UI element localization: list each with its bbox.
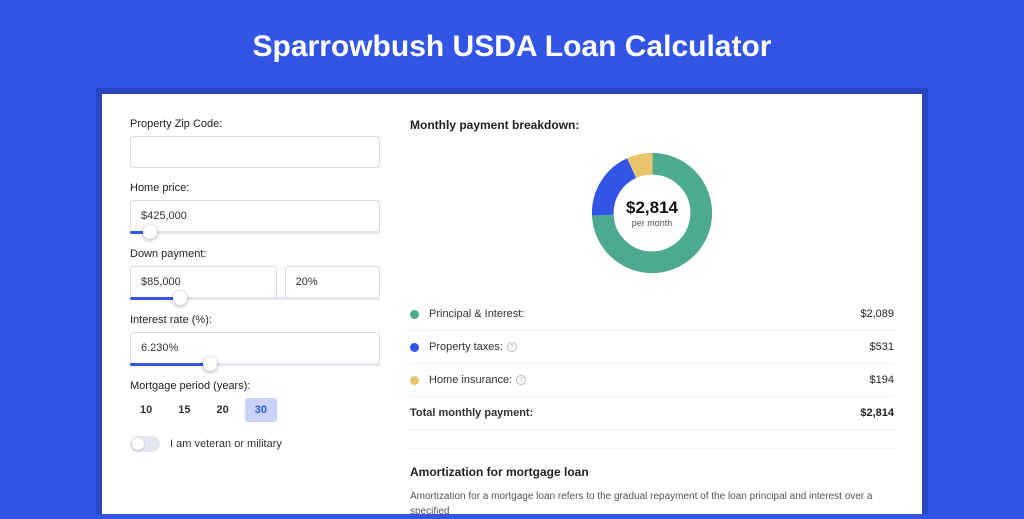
legend-label: Home insurance: ? xyxy=(429,374,870,386)
interest-rate-label: Interest rate (%): xyxy=(130,314,380,326)
veteran-row: I am veteran or military xyxy=(130,436,380,452)
legend-label: Property taxes: ? xyxy=(429,341,870,353)
calculator-card: Property Zip Code: Home price: Down paym… xyxy=(102,94,922,514)
period-btn-30[interactable]: 30 xyxy=(245,398,277,422)
down-payment-pct-input[interactable] xyxy=(285,266,380,298)
zip-input[interactable] xyxy=(130,136,380,168)
down-payment-slider[interactable] xyxy=(130,297,380,300)
donut-amount: $2,814 xyxy=(626,198,678,218)
down-payment-label: Down payment: xyxy=(130,248,380,260)
zip-field: Property Zip Code: xyxy=(130,118,380,168)
legend-value: $531 xyxy=(870,341,894,353)
donut-sub: per month xyxy=(626,218,678,228)
period-options: 10 15 20 30 xyxy=(130,398,380,422)
amortization-title: Amortization for mortgage loan xyxy=(410,465,894,479)
donut-center: $2,814 per month xyxy=(626,198,678,228)
period-btn-20[interactable]: 20 xyxy=(207,398,239,422)
period-btn-10[interactable]: 10 xyxy=(130,398,162,422)
legend-row-taxes: Property taxes: ? $531 xyxy=(410,331,894,364)
legend-row-total: Total monthly payment: $2,814 xyxy=(410,397,894,430)
form-column: Property Zip Code: Home price: Down paym… xyxy=(130,118,380,490)
down-payment-field: Down payment: xyxy=(130,248,380,300)
period-field: Mortgage period (years): 10 15 20 30 xyxy=(130,380,380,422)
slider-thumb[interactable] xyxy=(203,357,217,371)
card-shadow: Property Zip Code: Home price: Down paym… xyxy=(96,88,928,514)
veteran-label: I am veteran or military xyxy=(170,438,282,450)
interest-rate-input[interactable] xyxy=(130,332,380,364)
home-price-field: Home price: xyxy=(130,182,380,234)
breakdown-column: Monthly payment breakdown: $2,814 per mo… xyxy=(410,118,894,490)
donut-chart: $2,814 per month xyxy=(587,148,717,278)
info-icon[interactable]: ? xyxy=(516,375,526,385)
legend-dot xyxy=(410,310,419,319)
amortization-text: Amortization for a mortgage loan refers … xyxy=(410,489,894,519)
breakdown-title: Monthly payment breakdown: xyxy=(410,118,894,132)
period-label: Mortgage period (years): xyxy=(130,380,380,392)
legend-value: $2,089 xyxy=(860,308,894,320)
donut-chart-wrap: $2,814 per month xyxy=(410,148,894,278)
total-label: Total monthly payment: xyxy=(410,407,860,419)
interest-rate-field: Interest rate (%): xyxy=(130,314,380,366)
legend-row-principal: Principal & Interest: $2,089 xyxy=(410,298,894,331)
home-price-label: Home price: xyxy=(130,182,380,194)
legend-dot xyxy=(410,376,419,385)
home-price-slider[interactable] xyxy=(130,231,380,234)
down-payment-input[interactable] xyxy=(130,266,277,298)
slider-thumb[interactable] xyxy=(173,291,187,305)
legend-value: $194 xyxy=(870,374,894,386)
veteran-toggle[interactable] xyxy=(130,436,160,452)
legend-dot xyxy=(410,343,419,352)
zip-label: Property Zip Code: xyxy=(130,118,380,130)
legend-row-insurance: Home insurance: ? $194 xyxy=(410,364,894,397)
legend-label: Principal & Interest: xyxy=(429,308,860,320)
period-btn-15[interactable]: 15 xyxy=(168,398,200,422)
slider-thumb[interactable] xyxy=(143,225,157,239)
amortization-section: Amortization for mortgage loan Amortizat… xyxy=(410,448,894,519)
home-price-input[interactable] xyxy=(130,200,380,232)
info-icon[interactable]: ? xyxy=(507,342,517,352)
total-value: $2,814 xyxy=(860,407,894,419)
page-title: Sparrowbush USDA Loan Calculator xyxy=(0,0,1024,88)
interest-rate-slider[interactable] xyxy=(130,363,380,366)
